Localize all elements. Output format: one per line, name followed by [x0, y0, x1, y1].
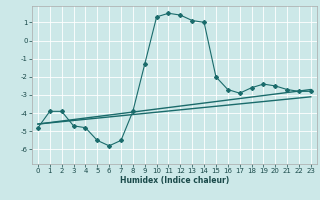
X-axis label: Humidex (Indice chaleur): Humidex (Indice chaleur)	[120, 176, 229, 185]
